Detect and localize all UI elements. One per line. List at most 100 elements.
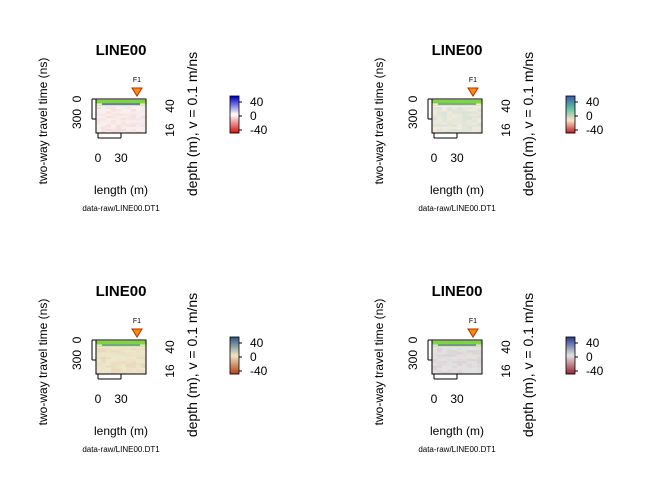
amplitude-cell <box>457 107 462 110</box>
colorbar-cell <box>230 351 239 354</box>
amplitude-cell <box>477 370 482 373</box>
amplitude-cell <box>121 361 126 364</box>
amplitude-cell <box>477 115 482 118</box>
amplitude-cell <box>477 113 482 116</box>
amplitude-cell <box>432 115 437 118</box>
colorbar-cell <box>566 107 575 109</box>
colorbar-cell <box>566 338 575 340</box>
amplitude-cell <box>126 365 131 368</box>
amplitude-cell <box>116 370 121 373</box>
amplitude-cell <box>437 352 442 355</box>
colorbar-cell <box>566 362 575 365</box>
amplitude-cell <box>452 361 457 364</box>
amplitude-cell <box>432 352 437 355</box>
amplitude-cell <box>452 124 457 127</box>
amplitude-cell <box>121 359 126 362</box>
amplitude-cell <box>141 107 146 110</box>
amplitude-cell <box>477 131 482 134</box>
amplitude-cell <box>111 115 116 118</box>
amplitude-cell <box>111 107 116 110</box>
amplitude-cell <box>116 354 121 357</box>
amplitude-cell <box>111 113 116 116</box>
amplitude-cell <box>101 352 106 355</box>
amplitude-cell <box>462 129 467 132</box>
amplitude-cell <box>136 348 141 351</box>
y-axis-label: two-way travel time (ns) <box>372 58 386 185</box>
amplitude-cell <box>141 113 146 116</box>
colorbar-cell <box>566 130 575 133</box>
colorbar-tick-label: 0 <box>250 350 257 364</box>
amplitude-cell <box>116 109 121 112</box>
colorbar-cell <box>230 121 239 124</box>
amplitude-cell <box>457 370 462 373</box>
amplitude-cell <box>467 109 472 112</box>
amplitude-cell <box>442 363 447 366</box>
amplitude-cell <box>447 356 452 359</box>
amplitude-cell <box>437 365 442 368</box>
amplitude-cell <box>432 363 437 366</box>
colorbar-cell <box>566 103 575 106</box>
amplitude-cell <box>432 354 437 357</box>
amplitude-cell <box>136 131 141 134</box>
colorbar-frame <box>565 95 576 134</box>
amplitude-cell <box>447 359 452 362</box>
amplitude-cell <box>96 113 101 116</box>
amplitude-cell <box>462 109 467 112</box>
amplitude-cell <box>432 359 437 362</box>
amplitude-cell <box>126 129 131 132</box>
amplitude-cell <box>131 131 136 134</box>
colorbar-frame <box>229 95 240 134</box>
colorbar-cell <box>230 118 239 120</box>
colorbar-tick-label: 40 <box>586 95 600 109</box>
colorbar-cell <box>566 99 575 102</box>
amplitude-cell <box>457 122 462 125</box>
amplitude-cell <box>136 372 141 375</box>
amplitude-cell <box>467 359 472 362</box>
amplitude-cell <box>467 131 472 134</box>
amplitude-cell <box>462 120 467 123</box>
amplitude-cell <box>477 124 482 127</box>
amplitude-cell <box>477 122 482 125</box>
amplitude-cell <box>477 129 482 132</box>
colorbar-cell <box>566 350 575 353</box>
amplitude-cell <box>101 118 106 121</box>
amplitude-cell <box>462 361 467 364</box>
colorbar-cell <box>230 105 239 108</box>
amplitude-cell <box>447 122 452 125</box>
amplitude-cell <box>447 372 452 375</box>
amplitude-cell <box>106 365 111 368</box>
amplitude-cell <box>116 348 121 351</box>
amplitude-cell <box>457 118 462 121</box>
colorbar-cell <box>566 115 575 118</box>
amplitude-cell <box>442 370 447 373</box>
colorbar-cell <box>566 356 575 359</box>
amplitude-cell <box>467 122 472 125</box>
colorbar-cell <box>230 359 239 361</box>
amplitude-cell <box>432 113 437 116</box>
amplitude-cell <box>126 107 131 110</box>
amplitude-cell <box>111 124 116 127</box>
amplitude-cell <box>442 129 447 132</box>
colorbar-cell <box>566 108 575 110</box>
amplitude-cell <box>472 365 477 368</box>
amplitude-cell <box>106 372 111 375</box>
amplitude-cell <box>136 363 141 366</box>
colorbar-cell <box>230 115 239 118</box>
amplitude-cell <box>452 131 457 134</box>
amplitude-cell <box>116 111 121 114</box>
colorbar-cell <box>230 341 239 344</box>
amplitude-cell <box>141 359 146 362</box>
amplitude-cell <box>462 111 467 114</box>
amplitude-cell <box>126 354 131 357</box>
amplitude-cell <box>472 126 477 129</box>
amplitude-cell <box>136 129 141 132</box>
amplitude-cell <box>116 365 121 368</box>
amplitude-cell <box>472 350 477 353</box>
amplitude-cell <box>131 111 136 114</box>
amplitude-cell <box>111 363 116 366</box>
amplitude-cell <box>96 363 101 366</box>
depth-tick-label: 40 <box>163 340 177 354</box>
colorbar-cell <box>566 370 575 372</box>
amplitude-cell <box>432 126 437 129</box>
